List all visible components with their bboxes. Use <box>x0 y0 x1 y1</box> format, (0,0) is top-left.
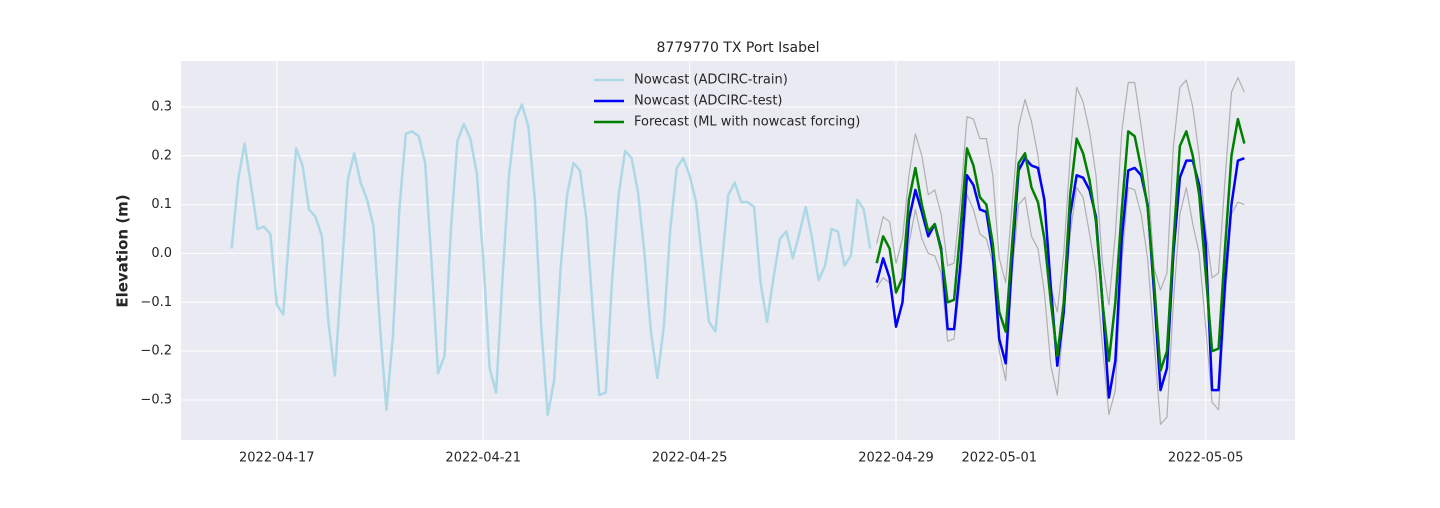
y-tick-label: 0.2 <box>151 148 172 163</box>
y-tick-label: −0.3 <box>140 392 172 407</box>
y-axis-label: Elevation (m) <box>114 194 132 307</box>
x-tick-label: 2022-04-17 <box>239 451 315 466</box>
series-line <box>876 77 1245 313</box>
y-tick-label: 0.1 <box>151 197 172 212</box>
y-tick-label: 0.0 <box>151 246 172 261</box>
x-tick-label: 2022-05-01 <box>961 451 1037 466</box>
x-tick-label: 2022-04-21 <box>445 451 521 466</box>
legend-label: Nowcast (ADCIRC-test) <box>634 94 783 109</box>
y-tick-label: 0.3 <box>151 99 172 114</box>
legend-label: Nowcast (ADCIRC-train) <box>634 73 788 88</box>
x-tick-label: 2022-04-29 <box>858 451 934 466</box>
legend-label: Forecast (ML with nowcast forcing) <box>634 115 860 130</box>
y-tick-label: −0.1 <box>140 295 172 310</box>
chart-title: 8779770 TX Port Isabel <box>657 40 820 56</box>
y-tick-label: −0.2 <box>140 344 172 359</box>
series-line <box>230 103 872 416</box>
x-tick-label: 2022-05-05 <box>1168 451 1244 466</box>
x-tick-label: 2022-04-25 <box>652 451 728 466</box>
grid <box>181 61 1295 440</box>
series-line <box>876 186 1245 425</box>
plot-area <box>181 61 1295 440</box>
series-line <box>875 117 1246 372</box>
lines <box>230 77 1246 425</box>
